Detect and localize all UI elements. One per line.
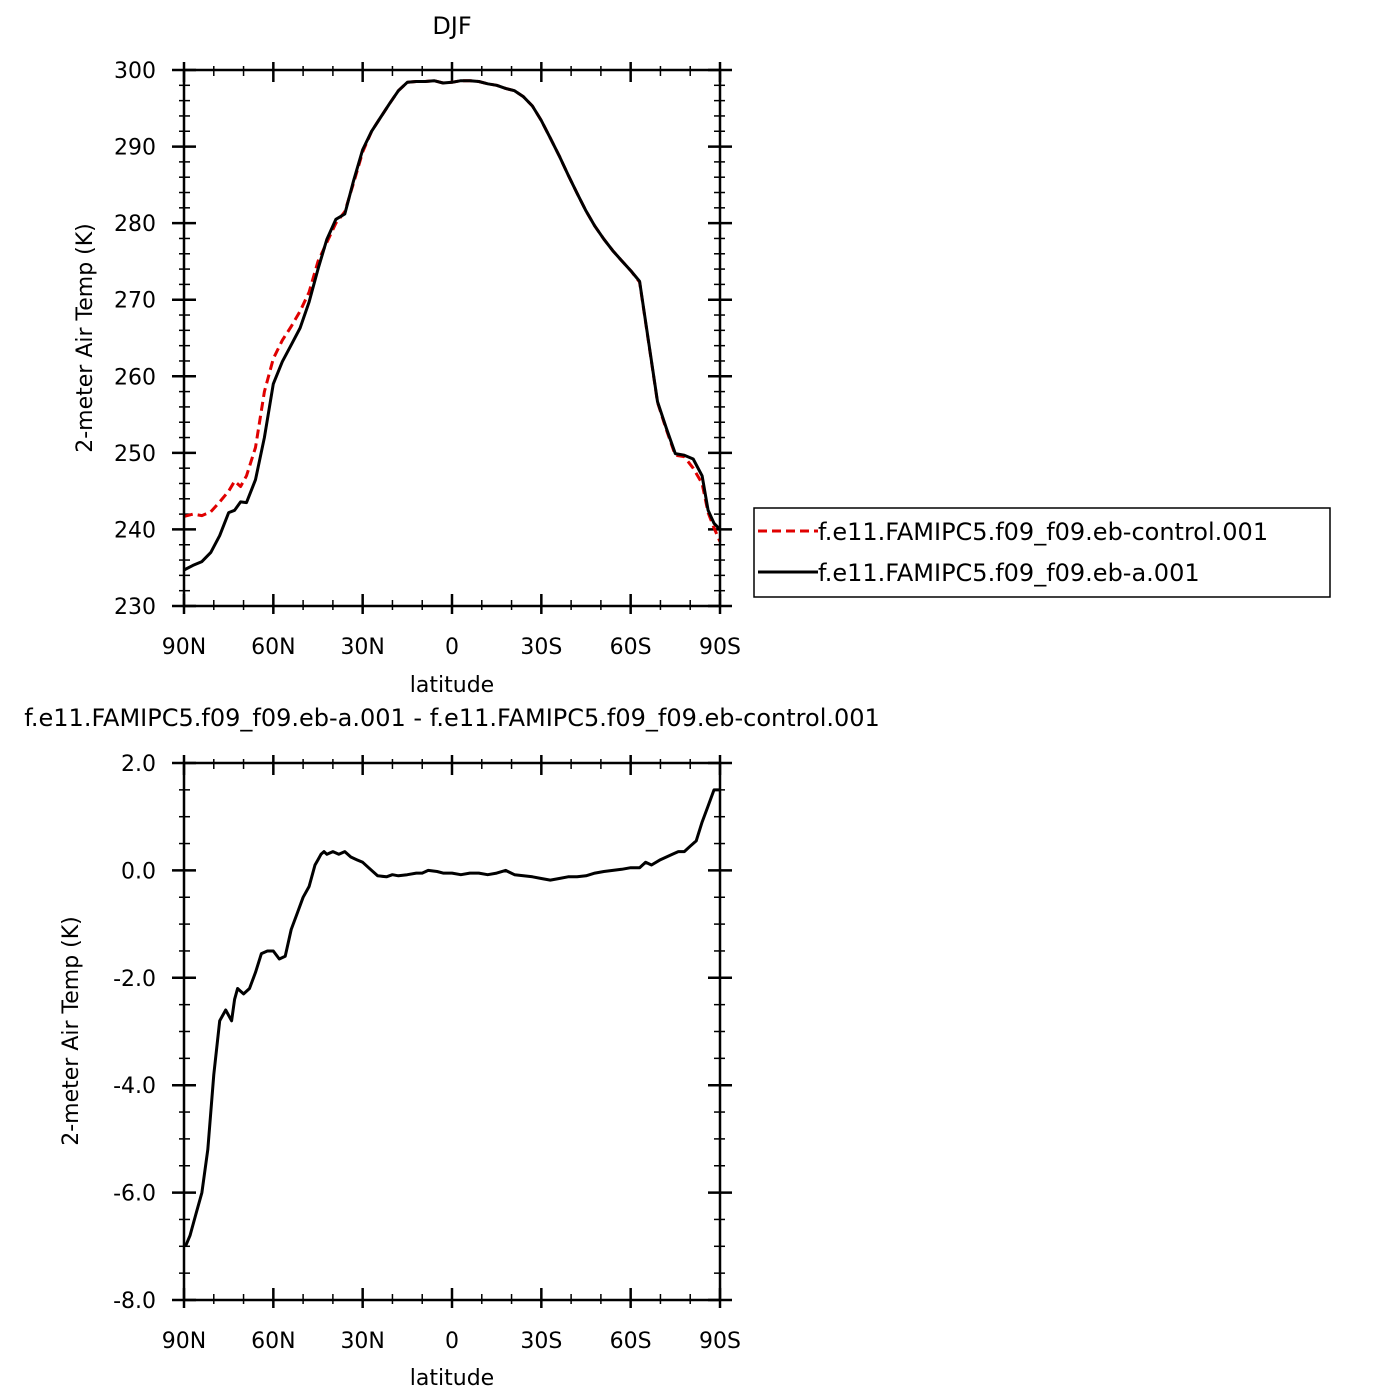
y-tick-label: -2.0 bbox=[113, 967, 156, 992]
x-tick-label: 60S bbox=[610, 635, 652, 660]
x-tick-label: 90N bbox=[162, 1329, 206, 1354]
legend-label-a: f.e11.FAMIPC5.f09_f09.eb-a.001 bbox=[818, 559, 1200, 587]
series-a-line bbox=[183, 79, 722, 572]
y-tick-label: 240 bbox=[114, 518, 156, 543]
y-tick-label: -6.0 bbox=[113, 1182, 156, 1207]
bottom-panel-series bbox=[184, 788, 720, 1247]
bottom-panel-title: f.e11.FAMIPC5.f09_f09.eb-a.001 - f.e11.F… bbox=[24, 704, 880, 732]
bottom-panel-ticks bbox=[172, 755, 732, 1308]
bottom-panel-y-axis-label: 2-meter Air Temp (K) bbox=[59, 916, 84, 1146]
series-control-line bbox=[183, 79, 722, 543]
top-panel-series bbox=[183, 79, 722, 572]
x-tick-label: 30S bbox=[520, 635, 562, 660]
legend: f.e11.FAMIPC5.f09_f09.eb-control.001 f.e… bbox=[753, 507, 1331, 598]
y-tick-label: -4.0 bbox=[113, 1074, 156, 1099]
top-panel-y-axis-label: 2-meter Air Temp (K) bbox=[73, 223, 98, 453]
top-panel-y-tick-labels: 230 240 250 260 270 280 290 300 bbox=[114, 59, 156, 620]
bottom-panel-x-tick-labels: 90N 60N 30N 0 30S 60S 90S bbox=[162, 1329, 741, 1354]
x-tick-label: 90S bbox=[699, 635, 741, 660]
top-panel: DJF 90N 60N 30N 0 30S 60S 90S 2302402502602702… bbox=[73, 12, 1331, 698]
top-panel-plot-frame bbox=[182, 68, 722, 608]
x-tick-label: 0 bbox=[445, 635, 459, 660]
y-tick-label: 270 bbox=[114, 289, 156, 314]
bottom-panel: f.e11.FAMIPC5.f09_f09.eb-a.001 - f.e11.F… bbox=[24, 704, 880, 1391]
x-tick-label: 60N bbox=[251, 635, 295, 660]
x-tick-label: 90N bbox=[162, 635, 206, 660]
bottom-panel-y-tick-labels: -8.0 -6.0 -4.0 -2.0 0.0 2.0 bbox=[113, 752, 156, 1314]
x-tick-label: 60S bbox=[610, 1329, 652, 1354]
top-panel-x-axis-label: latitude bbox=[410, 673, 494, 698]
y-tick-label: 300 bbox=[114, 59, 156, 84]
y-tick-label: 260 bbox=[114, 365, 156, 390]
top-panel-title: DJF bbox=[432, 12, 471, 40]
y-tick-label: 230 bbox=[114, 595, 156, 620]
y-tick-label: 290 bbox=[114, 136, 156, 161]
bottom-panel-plot-frame bbox=[182, 761, 722, 1302]
x-tick-label: 30S bbox=[520, 1329, 562, 1354]
x-tick-label: 30N bbox=[340, 635, 384, 660]
y-tick-label: 280 bbox=[114, 212, 156, 237]
legend-box bbox=[753, 507, 1331, 598]
legend-label-control: f.e11.FAMIPC5.f09_f09.eb-control.001 bbox=[818, 518, 1268, 546]
y-tick-label: 250 bbox=[114, 442, 156, 467]
x-tick-label: 90S bbox=[699, 1329, 741, 1354]
x-tick-label: 60N bbox=[251, 1329, 295, 1354]
x-tick-label: 30N bbox=[340, 1329, 384, 1354]
bottom-panel-x-axis-label: latitude bbox=[410, 1366, 494, 1391]
y-tick-label: 0.0 bbox=[121, 859, 156, 884]
x-tick-label: 0 bbox=[445, 1329, 459, 1354]
difference-line bbox=[184, 788, 720, 1247]
y-tick-label: -8.0 bbox=[113, 1289, 156, 1314]
y-tick-label: 2.0 bbox=[121, 752, 156, 777]
top-panel-x-tick-labels: 90N 60N 30N 0 30S 60S 90S bbox=[162, 635, 741, 660]
